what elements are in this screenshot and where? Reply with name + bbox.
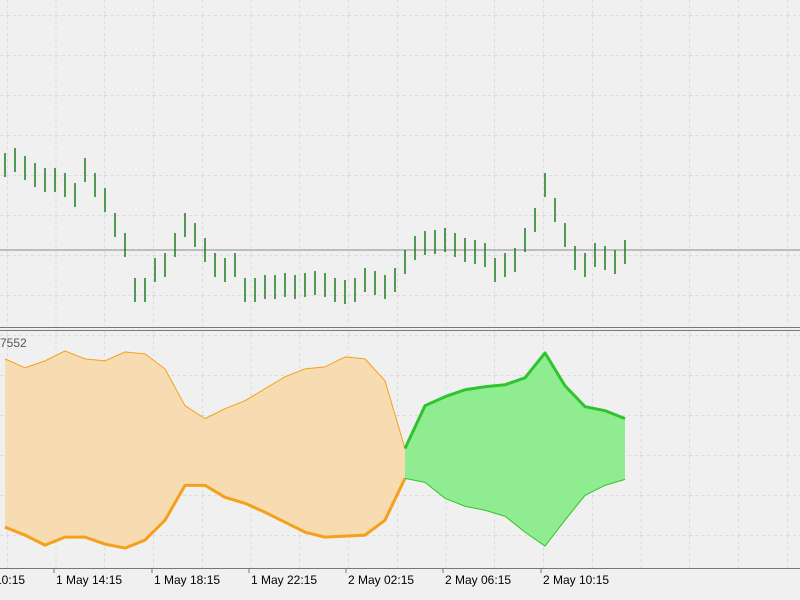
- x-tick-label: 2 May 06:15: [445, 573, 511, 587]
- x-tick-label: 2 May 10:15: [543, 573, 609, 587]
- band-fill: [5, 350, 405, 549]
- main-grid: [0, 0, 800, 326]
- band-fill: [405, 352, 625, 547]
- x-tick-label: 1 May 22:15: [251, 573, 317, 587]
- x-tick-label: 1 May 10:15: [0, 573, 25, 587]
- band-upper-line: [4, 350, 406, 449]
- x-tick-label: 2 May 02:15: [348, 573, 414, 587]
- indicator-label: 7552: [0, 336, 27, 350]
- band-lower-line: [4, 477, 407, 550]
- x-tick-label: 1 May 18:15: [154, 573, 220, 587]
- band-lower-line: [404, 477, 626, 547]
- x-tick-label: 1 May 14:15: [56, 573, 122, 587]
- band-upper-line: [403, 351, 626, 450]
